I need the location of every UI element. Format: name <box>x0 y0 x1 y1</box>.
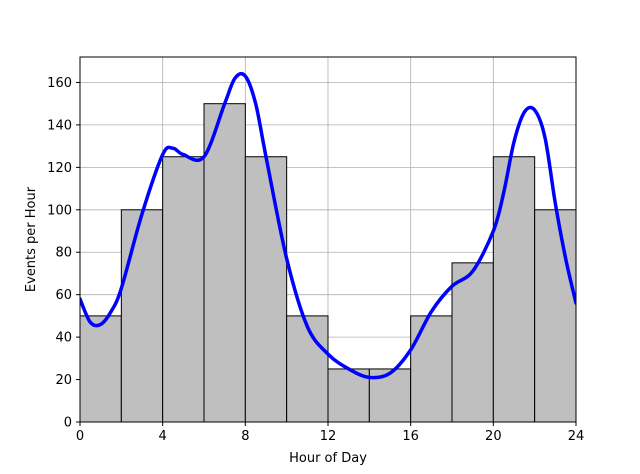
y-tick-label: 20 <box>55 373 72 388</box>
histogram-bar <box>244 156 288 423</box>
x-axis-label: Hour of Day <box>289 451 367 466</box>
x-tick-label: 8 <box>241 429 249 444</box>
histogram-bar <box>410 315 453 423</box>
x-tick-label: 24 <box>568 429 585 444</box>
density-curve-line <box>80 71 576 380</box>
density-curve <box>80 71 576 380</box>
histogram-bar <box>120 209 164 423</box>
histogram-bar <box>286 315 329 423</box>
y-tick-label: 60 <box>55 288 72 303</box>
histogram-bar <box>451 262 494 423</box>
x-tick-label: 4 <box>159 429 167 444</box>
x-tick-label: 16 <box>402 429 419 444</box>
histogram-bar <box>203 103 246 423</box>
y-tick-label: 100 <box>47 203 72 218</box>
y-axis-label: Events per Hour <box>24 186 39 292</box>
histogram-bar <box>492 156 536 423</box>
histogram-bars <box>79 103 577 423</box>
histogram-bar <box>79 315 122 423</box>
x-tick-label: 20 <box>485 429 502 444</box>
y-tick-label: 40 <box>55 331 72 346</box>
y-tick-label: 80 <box>55 246 72 261</box>
y-tick-label: 0 <box>64 416 72 431</box>
axis-ticks: 0 4 8 12 16 20 24 0 20 40 60 80 100 120 140 160 <box>47 76 584 444</box>
histogram-bar <box>162 156 205 423</box>
x-tick-label: 0 <box>76 429 84 444</box>
y-tick-label: 160 <box>47 76 72 91</box>
y-tick-label: 120 <box>47 161 72 176</box>
histogram-bar <box>534 209 577 423</box>
y-tick-label: 140 <box>47 118 72 133</box>
x-tick-label: 12 <box>320 429 337 444</box>
